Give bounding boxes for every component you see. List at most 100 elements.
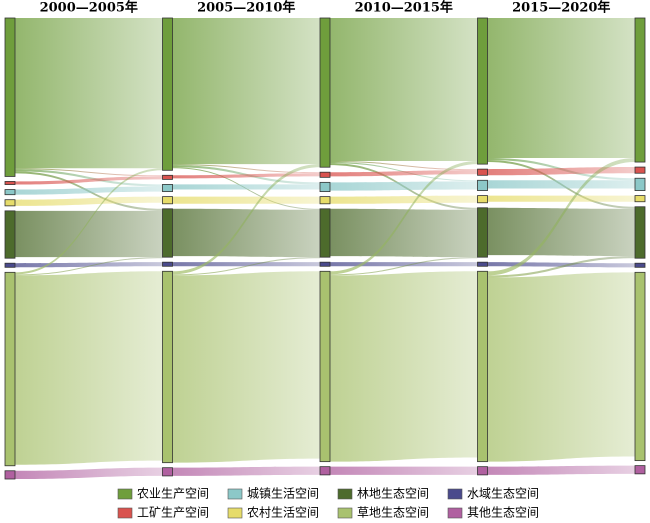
node — [162, 467, 173, 477]
period-label: 2015—2020年 — [512, 0, 610, 16]
node — [477, 466, 488, 476]
flow — [487, 180, 635, 189]
legend-label: 水域生态空间 — [467, 487, 539, 501]
node — [477, 195, 488, 204]
legend-label: 农村生活空间 — [247, 506, 319, 520]
node — [319, 196, 331, 205]
flow — [330, 195, 478, 204]
node — [634, 195, 646, 203]
flow — [15, 262, 163, 268]
flow — [172, 173, 320, 179]
flow — [330, 161, 478, 275]
flow — [172, 196, 320, 204]
flow — [15, 271, 163, 465]
flow — [15, 168, 163, 177]
node — [319, 208, 331, 258]
flow — [172, 262, 320, 267]
node — [162, 196, 173, 205]
node — [162, 208, 173, 258]
node — [634, 465, 646, 475]
flow — [487, 272, 635, 462]
legend-label: 农业生产空间 — [137, 487, 209, 501]
flow — [172, 164, 320, 275]
flow — [487, 262, 635, 268]
flow — [172, 18, 320, 165]
flow — [172, 257, 320, 276]
node — [4, 17, 16, 177]
node — [319, 181, 331, 193]
links — [15, 18, 635, 479]
node — [319, 466, 331, 476]
node — [634, 262, 646, 268]
flow — [330, 181, 478, 191]
flow — [172, 164, 320, 174]
period-label: 2000—2005年 — [40, 0, 138, 16]
flow — [487, 256, 635, 278]
node — [319, 17, 331, 168]
legend-swatch — [117, 488, 133, 500]
node — [319, 171, 331, 178]
legend-swatch — [337, 507, 353, 519]
flow — [487, 207, 635, 257]
flow — [330, 271, 478, 462]
node — [634, 177, 646, 191]
flow — [330, 170, 478, 177]
node — [477, 270, 488, 463]
flow — [15, 18, 163, 169]
node — [162, 261, 173, 267]
node — [477, 261, 488, 267]
node — [634, 206, 646, 259]
flow — [330, 262, 478, 267]
flow — [15, 168, 163, 275]
flow — [487, 465, 635, 475]
node — [477, 168, 488, 176]
flow — [330, 466, 478, 475]
legend-swatch — [117, 507, 133, 519]
legend-label: 城镇生活空间 — [247, 487, 319, 501]
flow — [487, 18, 635, 158]
node — [477, 179, 488, 191]
node — [4, 271, 16, 467]
node — [477, 17, 488, 165]
flow — [172, 208, 320, 258]
node — [4, 181, 16, 185]
legend-swatch — [227, 507, 243, 519]
flow — [15, 257, 163, 276]
node — [634, 17, 646, 163]
legend-label: 其他生态空间 — [467, 506, 539, 520]
flow — [487, 195, 635, 202]
legend-swatch — [447, 488, 463, 500]
node — [4, 199, 16, 207]
node — [634, 166, 646, 174]
flow — [15, 196, 163, 206]
flow — [15, 176, 163, 185]
legend-label: 草地生态空间 — [357, 506, 429, 520]
period-label: 2010—2015年 — [355, 0, 453, 16]
flow — [15, 169, 163, 187]
period-label: 2005—2010年 — [197, 0, 295, 16]
flow — [330, 257, 478, 276]
node — [319, 261, 331, 267]
flow — [330, 208, 478, 258]
node — [162, 174, 173, 180]
flow — [330, 161, 478, 171]
node — [162, 17, 173, 171]
flow — [15, 210, 163, 258]
legend-swatch — [447, 507, 463, 519]
legend-swatch — [337, 488, 353, 500]
flow — [487, 167, 635, 176]
flow — [172, 466, 320, 476]
node — [477, 207, 488, 258]
node — [162, 270, 173, 464]
flow — [172, 184, 320, 190]
flow — [15, 467, 163, 479]
flow — [330, 18, 478, 162]
legend-swatch — [227, 488, 243, 500]
flow — [172, 271, 320, 463]
node — [162, 184, 173, 193]
node — [4, 210, 16, 259]
node — [4, 189, 16, 196]
node — [4, 470, 16, 480]
node — [319, 270, 331, 463]
